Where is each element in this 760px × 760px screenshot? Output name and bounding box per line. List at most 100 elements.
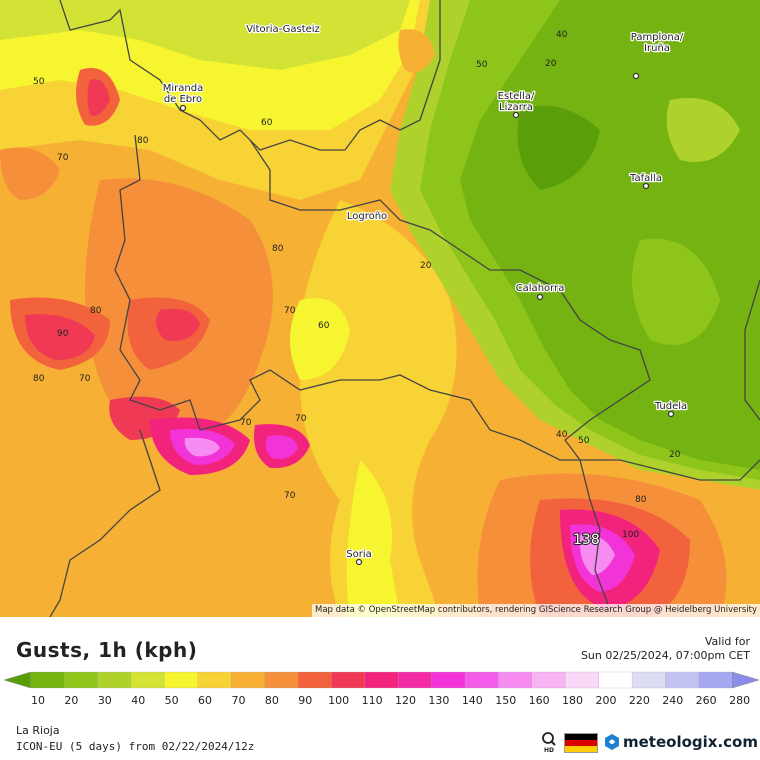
- iso-label: 70: [284, 491, 296, 501]
- scale-swatch: [164, 671, 199, 689]
- contour-60-center: [290, 298, 350, 380]
- scale-label: 180: [562, 694, 584, 707]
- contour-100-west: [156, 309, 200, 341]
- iso-label: 80: [635, 495, 647, 505]
- scale-swatch: [531, 671, 566, 689]
- scale-label: 140: [461, 694, 483, 707]
- city-dot: [355, 558, 363, 566]
- model-run: ICON-EU (5 days) from 02/22/2024/12z: [16, 740, 255, 753]
- contour-160-south: [184, 437, 220, 457]
- scale-swatch: [264, 671, 299, 689]
- scale-swatch: [231, 671, 266, 689]
- scale-label: 110: [361, 694, 383, 707]
- contour-100-far-west: [25, 314, 95, 360]
- scale-label: 220: [628, 694, 650, 707]
- iso-label: 20: [545, 59, 557, 69]
- scale-swatch: [665, 671, 700, 689]
- scale-swatch: [464, 671, 500, 689]
- scale-swatch: [63, 671, 99, 689]
- iso-label: 70: [240, 418, 252, 428]
- scale-label: 260: [695, 694, 717, 707]
- contour-30b: [632, 238, 720, 345]
- hd-label: HD: [544, 747, 554, 753]
- brand-name: meteologix.com: [623, 733, 758, 751]
- city-tafalla[interactable]: Tafalla: [628, 172, 663, 190]
- region-name: La Rioja: [16, 724, 60, 737]
- iso-label: 80: [272, 244, 284, 254]
- iso-label: 50: [476, 60, 488, 70]
- contour-70-corridor: [298, 200, 457, 617]
- boundary-rioja-south: [114, 134, 611, 611]
- city-label: Logroño: [347, 211, 387, 222]
- city-tudela[interactable]: Tudela: [653, 400, 688, 418]
- meteologix-logo-icon: [605, 734, 619, 750]
- scale-label: 200: [595, 694, 617, 707]
- scale-label: 80: [264, 694, 279, 707]
- contour-100-north: [87, 79, 110, 116]
- scale-swatch: [97, 671, 132, 689]
- scale-arrow-low: [4, 671, 31, 689]
- city-dot: [632, 72, 640, 80]
- brand-logo[interactable]: meteologix.com: [604, 731, 758, 753]
- scale-swatches: [4, 671, 759, 689]
- city-miranda[interactable]: Miranda de Ebro: [162, 82, 204, 112]
- scale-swatch: [364, 671, 399, 689]
- city-logrono[interactable]: Logroño: [346, 210, 389, 224]
- contour-60-south: [346, 460, 400, 617]
- gust-map[interactable]: 50 40 20 50 70 80 60 80 70 80 90 80 70 7…: [0, 0, 760, 617]
- iso-label: 60: [261, 118, 273, 128]
- contour-50: [0, 0, 410, 70]
- contour-70-ne: [398, 29, 435, 73]
- city-dot: [536, 293, 544, 301]
- city-dot: [667, 410, 675, 418]
- scale-arrow-high: [732, 671, 759, 689]
- iso-label: 70: [295, 414, 307, 424]
- map-attribution: Map data © OpenStreetMap contributors, r…: [312, 604, 760, 617]
- scale-swatch: [631, 671, 667, 689]
- iso-label: 50: [578, 436, 590, 446]
- hd-magnifier-icon[interactable]: HD: [540, 731, 560, 753]
- city-pamplona[interactable]: Pamplona/Iruña: [629, 31, 685, 80]
- city-soria[interactable]: Soria: [345, 548, 373, 566]
- city-label: Miranda de Ebro: [163, 83, 203, 105]
- iso-label: 100: [622, 530, 639, 540]
- flag-stripe: [565, 746, 597, 752]
- map-canvas: 50 40 20 50 70 80 60 80 70 80 90 80 70 7…: [0, 0, 760, 617]
- german-flag-icon[interactable]: [564, 733, 598, 753]
- iso-label: 90: [57, 329, 69, 339]
- city-label: Soria: [346, 549, 371, 560]
- city-calahorra[interactable]: Calahorra: [514, 282, 566, 301]
- isoline-labels: 50 40 20 50 70 80 60 80 70 80 90 80 70 7…: [33, 30, 681, 549]
- contour-80-nw: [0, 147, 60, 200]
- city-label: Tafalla: [629, 173, 662, 184]
- scale-label: 130: [428, 694, 450, 707]
- scale-label: 40: [131, 694, 146, 707]
- color-scale: [4, 671, 759, 689]
- flag-stripe: [565, 734, 597, 740]
- scale-label: 20: [64, 694, 79, 707]
- scale-swatch: [197, 671, 232, 689]
- scale-label: 160: [528, 694, 550, 707]
- city-vitoria[interactable]: Vitoria-Gasteiz: [245, 23, 321, 37]
- city-label: Calahorra: [516, 283, 565, 294]
- valid-for-label: Valid for: [704, 635, 750, 648]
- scale-label: 120: [395, 694, 416, 707]
- boundary-ebro: [249, 139, 760, 481]
- boundary-north: [59, 0, 441, 151]
- city-estella[interactable]: Estella/Lizarra: [496, 90, 536, 119]
- iso-label: 80: [33, 374, 45, 384]
- scale-label: 60: [198, 694, 213, 707]
- scale-swatch: [498, 671, 533, 689]
- scale-labels: 10 20 30 40 50 60 70 80 90 100 110 120 130 140 150 160 1…: [0, 694, 760, 708]
- iso-label: 20: [420, 261, 432, 271]
- scale-swatch: [565, 671, 600, 689]
- city-dot: [642, 182, 650, 190]
- scale-label: 150: [495, 694, 517, 707]
- scale-swatch: [431, 671, 466, 689]
- iso-label: 70: [57, 153, 69, 163]
- scale-label: 10: [31, 694, 45, 707]
- city-dot: [179, 104, 187, 112]
- scale-label: 30: [97, 694, 112, 707]
- valid-time: Sun 02/25/2024, 07:00pm CET: [580, 649, 750, 662]
- scale-swatch: [130, 671, 165, 689]
